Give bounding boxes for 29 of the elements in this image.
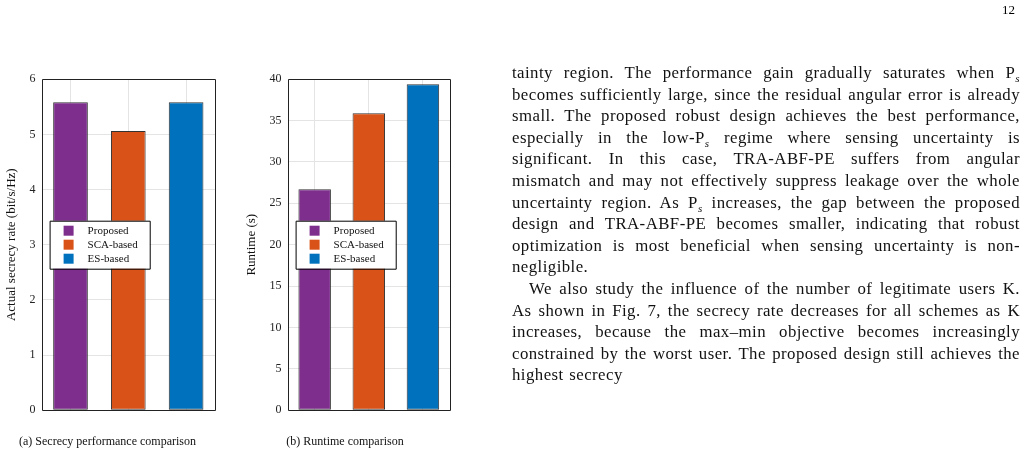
y-tick-label: 35: [269, 112, 282, 127]
y-tick-label: 40: [269, 71, 282, 86]
legend-label: ES-based: [333, 251, 376, 264]
y-tick-label: 25: [269, 195, 282, 210]
y-tick-label: 20: [269, 236, 282, 251]
y-tick-label: 6: [29, 71, 36, 86]
y-tick-label: 3: [29, 236, 36, 251]
y-tick-label: 15: [269, 278, 282, 293]
legend-label: SCA-based: [87, 237, 139, 250]
y-tick-label: 0: [29, 402, 36, 417]
y-tick-label: 5: [29, 126, 36, 141]
text: (b) Runtime comparison: [286, 433, 404, 448]
y-axis-title: Runtime (s): [243, 213, 259, 276]
text: (a) Secrecy performance comparison: [19, 433, 196, 448]
y-axis-title: Actual secrecy rate (bit/s/Hz): [3, 168, 19, 322]
y-tick-label: 30: [269, 154, 282, 169]
legend-label: ES-based: [87, 251, 130, 264]
text: tainty region. The performance gain gradually saturates when P$_{s}$ becomes sufficiently large, since the residual angular error is already small. The proposed robust design achieves the best performance, especially in the low-P$_{s}$ regime where sensing uncertainty is significant. In this case, TRA-ABF-PE suffers from angular mismatch and may not effectively suppress leakage over the whole uncertainty region. As P$_{s}$ increases, the gap between the proposed design and TRA-ABF-PE becomes smaller, indicating that robust optimization is most beneficial when sensing uncertainty is non-negligible.: [512, 63, 1020, 277]
y-tick-label: 4: [29, 181, 36, 196]
y-tick-label: 0: [275, 402, 282, 417]
text: We also study the influence of the number of legitimate users K. As shown in Fig. 7, the secrecy rate decreases for all schemes as K increases, because the max–min objective becomes increasingly constrained by the worst user. The proposed design still achieves the highest secrecy: [512, 278, 1020, 386]
text: 12: [1002, 2, 1015, 18]
legend-label: Proposed: [333, 223, 376, 236]
legend-label: SCA-based: [333, 237, 385, 250]
y-tick-label: 1: [29, 347, 36, 362]
y-tick-label: 10: [269, 319, 282, 334]
legend-label: Proposed: [87, 223, 130, 236]
y-tick-label: 5: [275, 360, 282, 375]
y-tick-label: 2: [29, 292, 36, 307]
